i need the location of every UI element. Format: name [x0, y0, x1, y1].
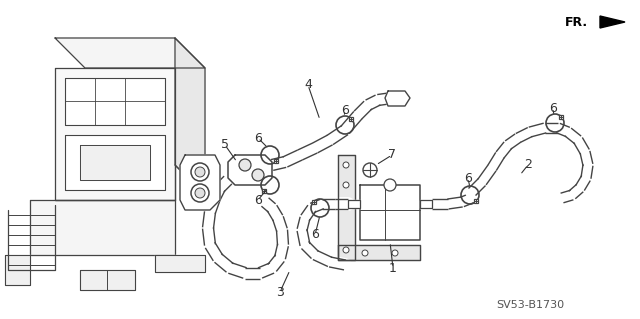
- Polygon shape: [180, 155, 220, 210]
- Text: 6: 6: [464, 172, 472, 184]
- Circle shape: [343, 182, 349, 188]
- Circle shape: [392, 250, 398, 256]
- Text: 3: 3: [276, 286, 284, 299]
- Text: 6: 6: [254, 131, 262, 145]
- Polygon shape: [175, 38, 205, 195]
- Text: 5: 5: [221, 138, 229, 152]
- Circle shape: [384, 179, 396, 191]
- Text: 2: 2: [524, 159, 532, 172]
- Polygon shape: [348, 200, 360, 208]
- Text: 7: 7: [388, 149, 396, 161]
- Polygon shape: [360, 185, 420, 240]
- Circle shape: [195, 188, 205, 198]
- Circle shape: [191, 184, 209, 202]
- Polygon shape: [338, 245, 420, 260]
- Polygon shape: [228, 155, 272, 185]
- Polygon shape: [5, 255, 30, 285]
- Polygon shape: [600, 16, 625, 28]
- Polygon shape: [420, 200, 432, 208]
- Text: 4: 4: [304, 78, 312, 92]
- Text: 6: 6: [311, 228, 319, 241]
- Circle shape: [252, 169, 264, 181]
- Polygon shape: [30, 200, 175, 255]
- Text: 1: 1: [389, 262, 397, 275]
- Circle shape: [343, 247, 349, 253]
- Polygon shape: [338, 155, 355, 260]
- Text: SV53-B1730: SV53-B1730: [496, 300, 564, 310]
- Polygon shape: [80, 270, 135, 290]
- Circle shape: [343, 162, 349, 168]
- Polygon shape: [385, 91, 410, 106]
- Polygon shape: [55, 68, 175, 200]
- Bar: [275, 159, 278, 163]
- Bar: [262, 189, 266, 193]
- Text: FR.: FR.: [565, 16, 588, 28]
- Bar: [559, 115, 563, 119]
- Text: 6: 6: [254, 194, 262, 206]
- Circle shape: [363, 163, 377, 177]
- Bar: [474, 199, 478, 204]
- Bar: [312, 200, 316, 204]
- Circle shape: [239, 159, 251, 171]
- Polygon shape: [155, 255, 205, 272]
- Circle shape: [191, 163, 209, 181]
- Circle shape: [195, 167, 205, 177]
- Polygon shape: [65, 135, 165, 190]
- Circle shape: [362, 250, 368, 256]
- Polygon shape: [80, 145, 150, 180]
- Text: 6: 6: [549, 101, 557, 115]
- Polygon shape: [65, 78, 165, 125]
- Text: 6: 6: [341, 103, 349, 116]
- Polygon shape: [55, 38, 205, 68]
- Bar: [349, 117, 353, 121]
